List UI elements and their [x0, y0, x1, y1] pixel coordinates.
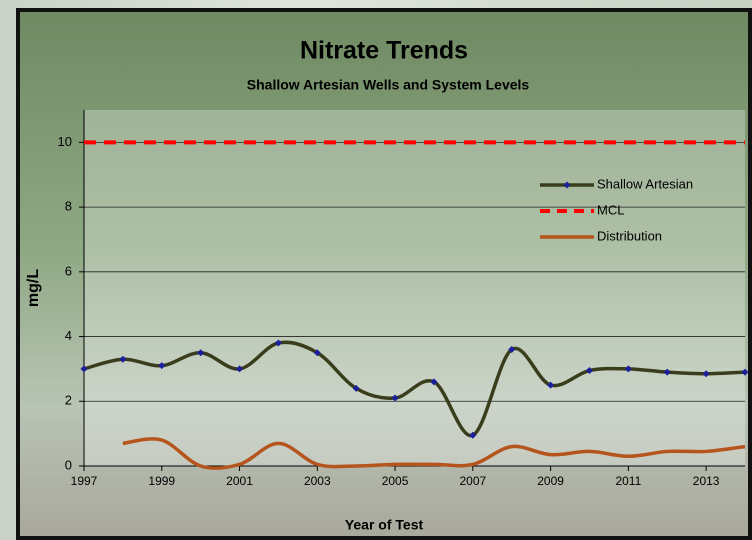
y-tick-label: 4 [65, 328, 72, 343]
y-tick-label: 10 [58, 134, 72, 149]
x-tick-label: 2013 [693, 474, 720, 488]
x-tick-label: 2005 [382, 474, 409, 488]
y-axis-title: mg/L [25, 269, 42, 307]
x-tick-label: 2007 [459, 474, 486, 488]
x-tick-label: 1997 [71, 474, 98, 488]
x-tick-label: 2003 [304, 474, 331, 488]
x-tick-label: 2009 [537, 474, 564, 488]
chart-title: Nitrate Trends [300, 37, 468, 65]
legend-label: MCL [597, 202, 624, 217]
legend-label: Shallow Artesian [597, 176, 693, 191]
y-tick-label: 8 [65, 199, 72, 214]
chart: Nitrate Trends Shallow Artesian Wells an… [0, 0, 752, 540]
page: {"chart_data": {"type": "line", "title":… [0, 0, 752, 540]
x-tick-label: 2011 [615, 474, 641, 488]
legend-label: Distribution [597, 228, 662, 243]
plot-area [84, 110, 745, 466]
chart-subtitle: Shallow Artesian Wells and System Levels [247, 77, 530, 93]
y-tick-label: 0 [65, 457, 72, 472]
x-axis-title: Year of Test [345, 517, 424, 533]
x-tick-label: 1999 [148, 474, 175, 488]
y-tick-label: 6 [65, 263, 72, 278]
x-tick-label: 2001 [226, 474, 253, 488]
y-tick-label: 2 [65, 393, 72, 408]
